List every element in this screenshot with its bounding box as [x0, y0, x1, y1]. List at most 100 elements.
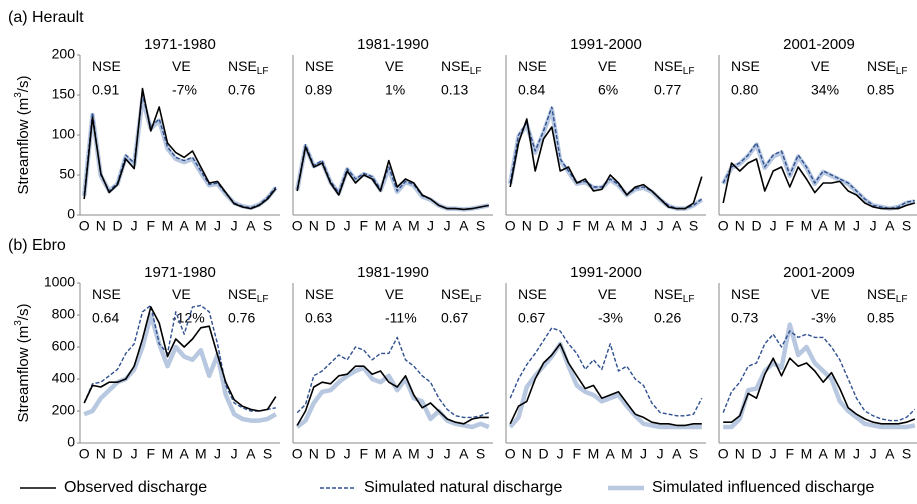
x-tick-label: O	[718, 218, 729, 234]
y-tick-label: 200	[52, 46, 76, 62]
panel-title: 2001-2009	[783, 36, 855, 53]
stat-name-text: NSE	[441, 58, 470, 74]
stat-value: -11%	[385, 310, 417, 326]
stat-name-text: NSE	[228, 286, 257, 302]
panel-title: 1981-1990	[357, 36, 429, 53]
y-tick-label: 200	[52, 402, 76, 418]
x-tick-label: A	[672, 446, 682, 462]
series-line	[83, 304, 276, 412]
x-tick-label: D	[538, 218, 548, 234]
x-tick-label: J	[231, 218, 238, 234]
stat-name-text: NSE	[654, 286, 683, 302]
x-tick-label: F	[573, 446, 582, 462]
x-tick-label: N	[522, 446, 532, 462]
stat-value: -12%	[172, 310, 205, 326]
panel-label: (a) Herault	[8, 9, 84, 26]
x-tick-label: F	[573, 218, 582, 234]
panel-title: 1981-1990	[357, 264, 429, 281]
x-tick-label: F	[147, 218, 156, 234]
stat-name-text: VE	[172, 286, 191, 302]
x-tick-label: M	[801, 218, 813, 234]
x-tick-label: J	[131, 218, 138, 234]
x-tick-label: J	[444, 218, 451, 234]
panel-label: (b) Ebro	[8, 237, 66, 254]
stat-name: NSE	[518, 58, 547, 74]
x-tick-label: S	[476, 218, 485, 234]
x-tick-label: N	[96, 446, 106, 462]
panel-title: 1991-2000	[570, 264, 642, 281]
series-line	[509, 343, 702, 427]
stat-name: VE	[385, 286, 404, 302]
x-tick-label: J	[640, 218, 647, 234]
x-tick-label: D	[325, 218, 335, 234]
x-tick-label: N	[735, 218, 745, 234]
x-tick-label: A	[392, 218, 402, 234]
x-tick-label: J	[444, 446, 451, 462]
x-tick-label: S	[263, 218, 272, 234]
stat-value: 0.85	[867, 310, 894, 326]
stat-name-sub: LF	[683, 66, 695, 77]
x-tick-label: M	[588, 218, 600, 234]
x-tick-label: M	[834, 446, 846, 462]
stat-name: NSELF	[441, 286, 481, 305]
stat-name: NSE	[518, 286, 547, 302]
x-tick-label: J	[770, 218, 777, 234]
stat-name: VE	[385, 58, 404, 74]
x-tick-label: J	[344, 446, 351, 462]
stat-name-text: NSE	[305, 286, 334, 302]
x-tick-label: J	[214, 218, 221, 234]
panel-title: 1991-2000	[570, 36, 642, 53]
x-tick-label: J	[870, 446, 877, 462]
series-line	[83, 94, 277, 209]
x-tick-label: A	[246, 446, 256, 462]
stat-value: 0.89	[305, 82, 332, 98]
legend-label: Observed discharge	[64, 479, 207, 496]
x-tick-label: M	[162, 218, 174, 234]
x-tick-label: D	[325, 446, 335, 462]
stat-value: 0.67	[518, 310, 545, 326]
stat-value: 1%	[385, 82, 405, 98]
x-tick-label: M	[162, 446, 174, 462]
x-tick-label: J	[657, 218, 664, 234]
x-tick-label: J	[853, 446, 860, 462]
stat-name: NSE	[731, 286, 760, 302]
series-line	[722, 142, 915, 210]
stat-value: 0.76	[228, 82, 255, 98]
x-tick-label: O	[292, 446, 303, 462]
x-tick-label: F	[147, 446, 156, 462]
series-line	[296, 146, 489, 211]
x-tick-label: D	[538, 446, 548, 462]
x-tick-label: D	[751, 446, 761, 462]
x-tick-label: M	[375, 218, 387, 234]
stat-value: 0.67	[441, 310, 468, 326]
stat-name-text: NSE	[731, 286, 760, 302]
x-tick-label: A	[246, 218, 256, 234]
stat-name: NSE	[305, 58, 334, 74]
stat-name-sub: LF	[683, 294, 695, 305]
legend-label: Simulated influenced discharge	[652, 479, 874, 496]
x-tick-label: F	[786, 218, 795, 234]
stat-value: 0.84	[518, 82, 545, 98]
x-tick-label: D	[112, 218, 122, 234]
x-tick-label: S	[902, 218, 911, 234]
y-tick-label: 0	[67, 434, 75, 450]
x-tick-label: J	[427, 218, 434, 234]
x-tick-label: M	[588, 446, 600, 462]
x-tick-label: S	[263, 446, 272, 462]
stat-name: NSE	[305, 286, 334, 302]
x-tick-label: A	[179, 218, 189, 234]
x-tick-label: A	[605, 446, 615, 462]
y-axis-label-end: /s)	[15, 304, 32, 321]
x-tick-label: N	[309, 218, 319, 234]
x-tick-label: M	[195, 218, 207, 234]
stat-value: 34%	[811, 82, 839, 98]
x-tick-label: F	[360, 218, 369, 234]
y-axis-label-sup: 3	[13, 92, 24, 98]
x-tick-label: J	[427, 446, 434, 462]
stat-name-text: VE	[385, 286, 404, 302]
x-tick-label: J	[870, 218, 877, 234]
x-tick-label: N	[309, 446, 319, 462]
x-tick-label: J	[853, 218, 860, 234]
